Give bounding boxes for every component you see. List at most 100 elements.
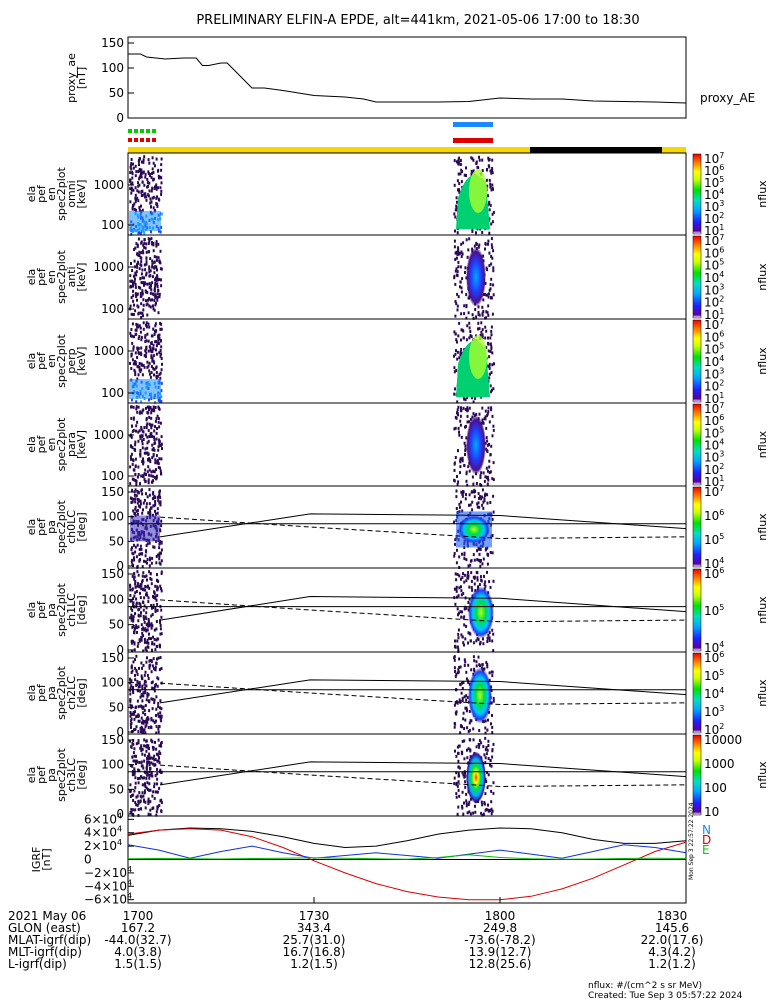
spec-pixel: [160, 284, 163, 288]
spec-pixel: [147, 172, 150, 175]
spec-pixel: [487, 553, 490, 557]
spec-pixel: [147, 677, 150, 680]
spec-pixel: [488, 365, 491, 368]
colorbar-tick: 106: [704, 508, 724, 523]
spec-pixel: [154, 324, 157, 328]
spec-pixel: [457, 765, 460, 769]
spec-pixel: [148, 709, 151, 713]
spec-pixel: [156, 585, 159, 589]
spec-pixel: [154, 610, 157, 613]
spec-pixel: [135, 270, 138, 274]
spec-pixel: [480, 330, 483, 334]
spec-pixel: [479, 495, 482, 498]
spec-pixel: [156, 772, 159, 776]
spec-pixel: [130, 641, 133, 645]
proxy-ae-ylabel-line: [nT]: [75, 67, 88, 89]
spec-pixel: [158, 490, 161, 494]
spec-pixel: [491, 674, 494, 678]
spec-pixel: [150, 670, 153, 674]
spec-pixel: [490, 406, 493, 410]
spec-pixel: [137, 613, 140, 617]
spec-pixel: [143, 276, 145, 280]
spec-pixel: [144, 354, 147, 358]
spec-pixel: [148, 265, 151, 269]
spec-pixel: [137, 625, 140, 629]
spec-pixel: [489, 763, 491, 767]
spec-pixel: [472, 655, 475, 659]
spec-pixel: [474, 396, 477, 400]
spec-pixel: [145, 623, 148, 627]
colorbar-label: nflux: [756, 263, 769, 291]
spec-pixel: [485, 746, 488, 749]
spec-pixel: [130, 548, 133, 552]
spec-pixel: [493, 362, 495, 366]
spec-pixel: [129, 284, 132, 288]
colorbar: [692, 568, 702, 652]
spec-pixel: [129, 444, 132, 448]
colorbar-tick: 107: [704, 317, 724, 332]
spec-pixel: [459, 465, 462, 469]
spec-pixel: [487, 469, 489, 473]
spec-pixel: [130, 717, 133, 721]
igrf-series-N: [127, 827, 687, 849]
spec-pixel: [152, 447, 155, 450]
spec-pixel: [146, 422, 149, 426]
spec-pixel: [150, 637, 152, 641]
spec-pixel: [156, 195, 158, 199]
pa-ytick: 50: [109, 700, 124, 714]
spec-pixel: [453, 552, 456, 555]
spec-pixel: [149, 257, 152, 261]
spec-pixel: [141, 439, 144, 443]
colorbar-tick: 105: [704, 425, 724, 440]
spec-pixel: [469, 563, 472, 567]
spec-pixel: [141, 290, 144, 294]
spec-pixel: [131, 741, 134, 745]
spec-pixel: [145, 321, 148, 325]
spec-pixel: [144, 175, 147, 179]
footer-label: MLAT-igrf(dip): [8, 933, 91, 947]
spec-pixel: [453, 274, 456, 278]
spec-pixel: [150, 470, 153, 474]
spec-pixel: [159, 466, 161, 470]
spec-pixel: [143, 472, 146, 476]
spec-pixel: [488, 376, 491, 380]
spec-pixel: [153, 361, 156, 365]
status-dot-red: [128, 138, 132, 142]
spec-pixel: [458, 321, 461, 325]
spec-pixel: [138, 548, 141, 551]
colorbar-tick: 10: [704, 805, 719, 819]
spec-pixel: [453, 587, 456, 591]
spec-pixel: [488, 459, 491, 463]
spec-pixel: [143, 789, 146, 793]
spec-pixel: [159, 175, 162, 179]
spec-pixel: [145, 764, 148, 768]
spec-pixel: [139, 482, 141, 486]
spec-pixel: [461, 509, 464, 513]
spec-pixel: [135, 742, 138, 746]
spec-pixel: [454, 669, 456, 673]
status-dot-red: [140, 138, 144, 142]
spec-pixel: [468, 709, 471, 713]
spec-pixel: [132, 299, 135, 303]
spec-pixel: [454, 257, 457, 261]
spec-pixel: [149, 298, 152, 302]
spec-pixel: [136, 794, 139, 798]
spec-pixel: [147, 193, 150, 197]
spec-pixel: [456, 573, 459, 576]
colorbar-tick: 101: [704, 223, 724, 238]
igrf-ylabel: IGRF[nT]: [30, 847, 53, 873]
spec-pixel: [144, 670, 147, 674]
pa-ytick: 100: [101, 758, 124, 772]
spec-pixel: [133, 558, 136, 562]
spec-pixel: [134, 186, 137, 190]
spec-pixel: [455, 196, 458, 200]
spec-pixel: [138, 208, 141, 212]
spec-pixel: [463, 757, 466, 761]
spec-pixel: [491, 534, 494, 537]
pa-blob: [466, 751, 486, 804]
spec-pixel: [147, 619, 150, 623]
spec-pixel: [151, 686, 154, 690]
spec-pixel: [457, 405, 460, 409]
spec-pixel: [475, 482, 478, 485]
